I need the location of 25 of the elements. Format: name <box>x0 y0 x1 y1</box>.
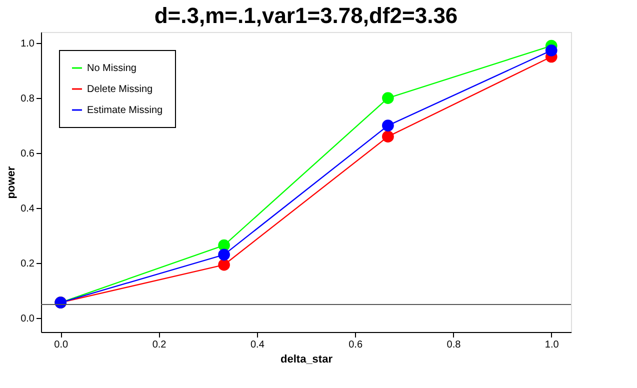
point <box>382 120 394 132</box>
legend-label: Estimate Missing <box>87 105 163 116</box>
chart-title: d=.3,m=.1,var1=3.78,df2=3.36 <box>154 3 458 28</box>
point <box>218 258 230 271</box>
y-tick-label: 0.8 <box>20 94 35 105</box>
x-axis-title: delta_star <box>280 354 334 366</box>
x-tick-label: 0.8 <box>446 340 462 350</box>
y-tick-label: 0.4 <box>20 204 35 215</box>
point <box>545 44 558 56</box>
point <box>218 248 230 261</box>
x-tick-label: 0.0 <box>54 340 69 350</box>
legend-label: Delete Missing <box>87 84 153 95</box>
x-tick-label: 0.4 <box>250 340 265 350</box>
x-tick-label: 1.0 <box>544 340 560 350</box>
point <box>382 130 394 142</box>
point <box>218 239 230 252</box>
point <box>382 92 394 104</box>
y-tick-label: 0.2 <box>20 258 35 270</box>
x-tick-label: 0.2 <box>152 340 167 350</box>
y-axis-title: power <box>6 166 18 199</box>
x-tick-label: 0.6 <box>348 340 363 350</box>
y-tick-label: 0.0 <box>20 314 35 325</box>
y-tick-label: 1.0 <box>20 38 35 50</box>
y-tick-label: 0.6 <box>20 148 35 160</box>
legend-label: No Missing <box>87 63 136 74</box>
